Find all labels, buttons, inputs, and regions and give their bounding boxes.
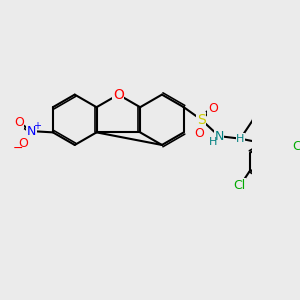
Text: N: N bbox=[27, 124, 36, 138]
Text: S: S bbox=[197, 113, 206, 127]
Text: H: H bbox=[209, 137, 218, 147]
Text: −: − bbox=[13, 142, 23, 155]
Text: O: O bbox=[113, 88, 124, 102]
Text: O: O bbox=[208, 102, 218, 115]
Text: +: + bbox=[33, 121, 41, 130]
Text: Cl: Cl bbox=[292, 140, 300, 153]
Text: O: O bbox=[18, 137, 28, 150]
Text: Cl: Cl bbox=[233, 179, 245, 192]
Text: O: O bbox=[194, 127, 204, 140]
Text: N: N bbox=[214, 130, 224, 143]
Text: O: O bbox=[14, 116, 24, 129]
Text: H: H bbox=[236, 134, 244, 144]
